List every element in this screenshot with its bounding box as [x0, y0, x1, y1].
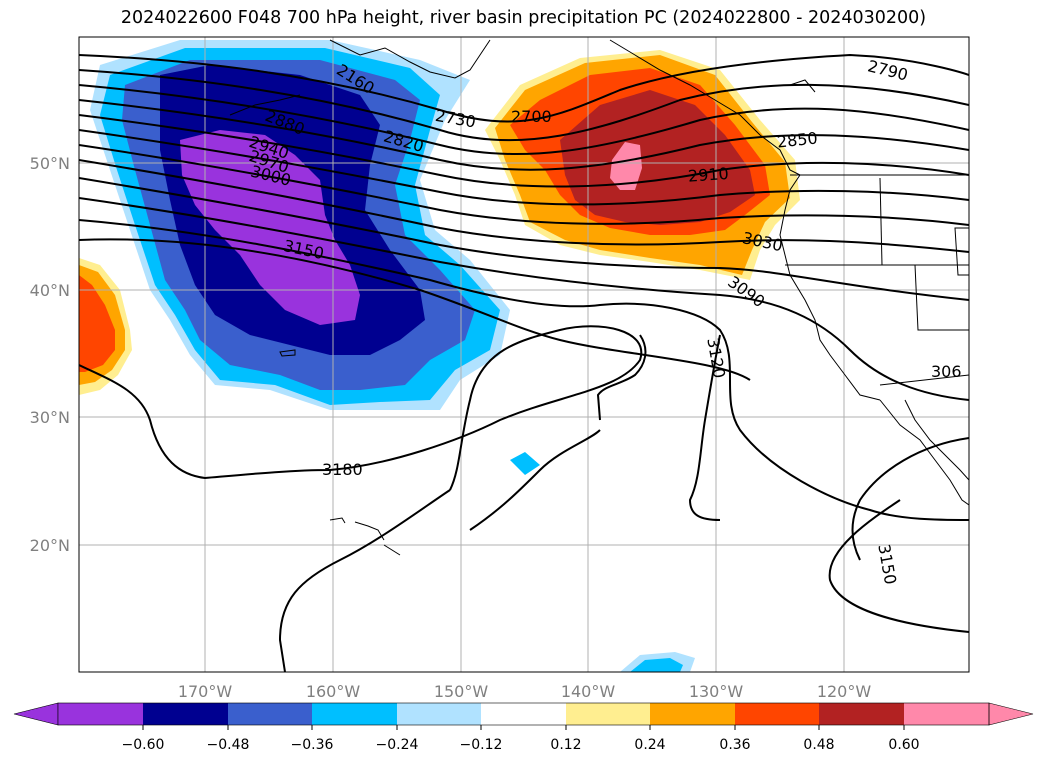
colorbar-tick-label: 0.36 [719, 737, 750, 753]
contour-label: 2700 [511, 107, 552, 126]
colorbar-tick-label: −0.48 [207, 737, 250, 753]
colorbar-segment [904, 703, 989, 725]
colorbar-frame [57, 702, 990, 726]
colorbar-tick-label: 0.60 [888, 737, 919, 753]
colorbar-segment [58, 703, 143, 725]
colorbar-tick-label: −0.12 [460, 737, 503, 753]
colorbar-tick-label: 0.24 [634, 737, 665, 753]
colorbar-min-extension [13, 702, 59, 726]
colorbar-segment [566, 703, 650, 725]
colorbar-segment [397, 703, 481, 725]
colorbar-tick-label: 0.48 [803, 737, 834, 753]
colorbar-segment [143, 703, 228, 725]
contour-label: 306 [931, 362, 962, 381]
longitude-labels: 170°W 160°W 150°W 140°W 130°W 120°W [178, 682, 872, 701]
colorbar-tick-label: −0.24 [376, 737, 419, 753]
latitude-labels: 50°N 40°N 30°N 20°N [30, 154, 70, 555]
lat-label: 30°N [30, 408, 70, 427]
colorbar-segment [481, 703, 566, 725]
contour-label: 2850 [776, 128, 818, 151]
lon-label: 120°W [817, 682, 872, 701]
colorbar-segment [650, 703, 735, 725]
map-plot-area: 2160 2880 2940 2970 3000 3150 2820 2730 … [79, 37, 969, 672]
gridlines [79, 37, 969, 672]
lon-label: 130°W [689, 682, 744, 701]
lat-label: 20°N [30, 536, 70, 555]
lon-label: 140°W [561, 682, 616, 701]
contour-label: 2910 [687, 164, 729, 186]
lon-label: 170°W [178, 682, 233, 701]
colorbar-segment [819, 703, 904, 725]
contour-label: 3180 [322, 460, 363, 479]
colorbar-ticks [142, 725, 905, 730]
colorbar-tick-label: 0.12 [550, 737, 581, 753]
lat-label: 40°N [30, 281, 70, 300]
negative-pc-field [90, 40, 695, 672]
lon-label: 150°W [434, 682, 489, 701]
colorbar-tick-label: −0.36 [291, 737, 334, 753]
map-title: 2024022600 F048 700 hPa height, river ba… [120, 8, 927, 28]
colorbar-segment [312, 703, 397, 725]
map-frame [78, 36, 970, 673]
coastlines [229, 39, 969, 556]
colorbar-tick-label: −0.60 [122, 737, 165, 753]
colorbar-segment [228, 703, 312, 725]
colorbar-max-extension [988, 702, 1034, 726]
colorbar-segment [735, 703, 819, 725]
lat-label: 50°N [30, 154, 70, 173]
height-contours [79, 53, 969, 672]
colorbar: −0.60 −0.48 −0.36 −0.24 −0.12 0.12 0.24 … [13, 702, 1034, 753]
lon-label: 160°W [306, 682, 361, 701]
